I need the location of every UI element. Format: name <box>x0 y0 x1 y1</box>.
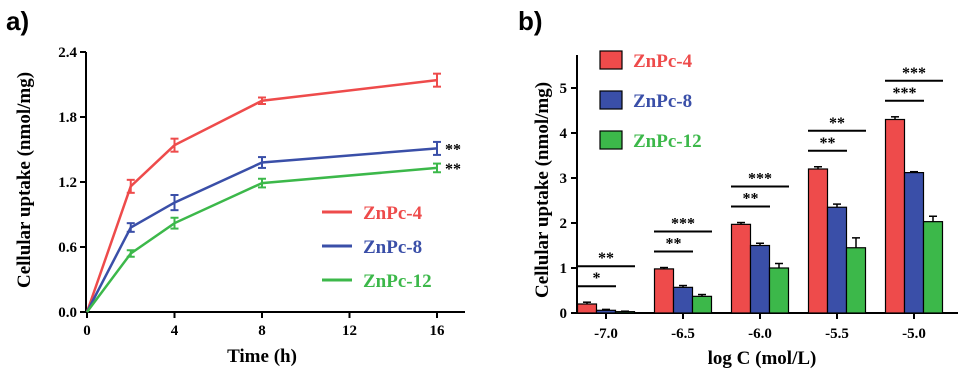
significance-label-b: * <box>593 270 601 287</box>
bar-ZnPc-4 <box>884 118 906 314</box>
bar-ZnPc-8 <box>595 309 617 314</box>
bar-ZnPc-4 <box>730 223 752 314</box>
y-tick-label-a: 2.4 <box>58 45 77 61</box>
legend-a: ZnPc-4 ZnPc-8 ZnPc-12 <box>322 203 432 292</box>
x-tick-label-a: 12 <box>342 323 357 339</box>
significance-label-b: *** <box>748 171 772 188</box>
significance-label-b: ** <box>820 135 836 152</box>
significance-label-a: ** <box>445 161 461 178</box>
legend-label-ZnPc-4: ZnPc-4 <box>363 203 423 224</box>
significance-label-b: ** <box>666 236 682 253</box>
significance-label-b: *** <box>893 85 917 102</box>
legend-swatch-ZnPc-4 <box>599 50 623 70</box>
y-tick-label-b: 3 <box>560 171 568 187</box>
legend-label-ZnPc-12: ZnPc-12 <box>363 271 432 292</box>
series-a: ** ** <box>85 72 461 313</box>
significance-label-b: ** <box>829 115 845 132</box>
bar-ZnPc-8 <box>826 206 848 314</box>
significance-label-b: *** <box>902 65 926 82</box>
y-axis-label-b: Cellular uptake (nmol/mg) <box>532 82 553 298</box>
y-tick-label-b: 4 <box>560 126 568 142</box>
x-tick-label-a: 16 <box>430 323 446 339</box>
bars-b <box>576 116 944 314</box>
chart-b: b) Cellular uptake (nmol/mg) log C (mol/… <box>518 6 958 369</box>
significance-label-b: *** <box>671 216 695 233</box>
bar-ZnPc-12 <box>922 221 944 314</box>
bar-ZnPc-12 <box>845 247 867 314</box>
y-tick-label-a: 0.0 <box>58 305 77 321</box>
bar-ZnPc-4 <box>653 268 675 314</box>
legend-label-ZnPc-12: ZnPc-12 <box>633 131 702 152</box>
significance-label-b: ** <box>598 250 614 267</box>
x-tick-label-b: -7.0 <box>594 326 618 342</box>
x-tick-label-b: -6.5 <box>671 326 695 342</box>
y-tick-label-a: 1.8 <box>58 110 77 126</box>
legend-b: ZnPc-4 ZnPc-8 ZnPc-12 <box>599 50 702 152</box>
bar-ZnPc-12 <box>691 295 713 314</box>
panel-label-b: b) <box>518 6 543 36</box>
bar-ZnPc-12 <box>768 267 790 314</box>
legend-swatch-ZnPc-8 <box>599 90 623 110</box>
y-tick-label-b: 2 <box>560 216 568 232</box>
panel-label-a: a) <box>6 6 29 36</box>
bar-ZnPc-4 <box>576 303 598 314</box>
y-tick-label-a: 0.6 <box>58 240 77 256</box>
x-tick-label-b: -5.5 <box>825 326 849 342</box>
chart-a: a) Cellular uptake (nmol/mg) Time (h) 0.… <box>6 6 465 367</box>
ticks-a: 0.0 0.6 1.2 1.8 2.4 0 4 8 12 16 <box>58 45 445 339</box>
x-axis-label-a: Time (h) <box>227 346 297 367</box>
x-tick-label-b: -5.0 <box>902 326 926 342</box>
x-tick-label-b: -6.0 <box>748 326 772 342</box>
y-tick-label-a: 1.2 <box>58 175 77 191</box>
y-tick-label-b: 1 <box>560 261 568 277</box>
y-tick-label-b: 5 <box>560 81 568 97</box>
bar-ZnPc-4 <box>807 168 829 314</box>
legend-label-ZnPc-8: ZnPc-8 <box>363 237 422 258</box>
y-axis-label-a: Cellular uptake (nmol/mg) <box>14 72 35 288</box>
significance-label-a: ** <box>445 141 461 158</box>
ticks-b: 0 1 2 3 4 5 -7.0 -6.5 -6.0 -5.5 -5.0 <box>560 81 926 342</box>
legend-swatch-ZnPc-12 <box>599 130 623 150</box>
significance-b: *********************** <box>577 65 943 288</box>
x-axis-label-b: log C (mol/L) <box>708 348 817 369</box>
x-tick-label-a: 0 <box>83 323 91 339</box>
legend-label-ZnPc-4: ZnPc-4 <box>633 51 693 72</box>
x-tick-label-a: 8 <box>258 323 266 339</box>
bar-ZnPc-8 <box>903 172 925 314</box>
bar-ZnPc-8 <box>749 244 771 314</box>
significance-label-b: ** <box>743 191 759 208</box>
y-tick-label-b: 0 <box>560 306 568 322</box>
bar-ZnPc-8 <box>672 286 694 314</box>
legend-label-ZnPc-8: ZnPc-8 <box>633 91 692 112</box>
x-tick-label-a: 4 <box>171 323 179 339</box>
